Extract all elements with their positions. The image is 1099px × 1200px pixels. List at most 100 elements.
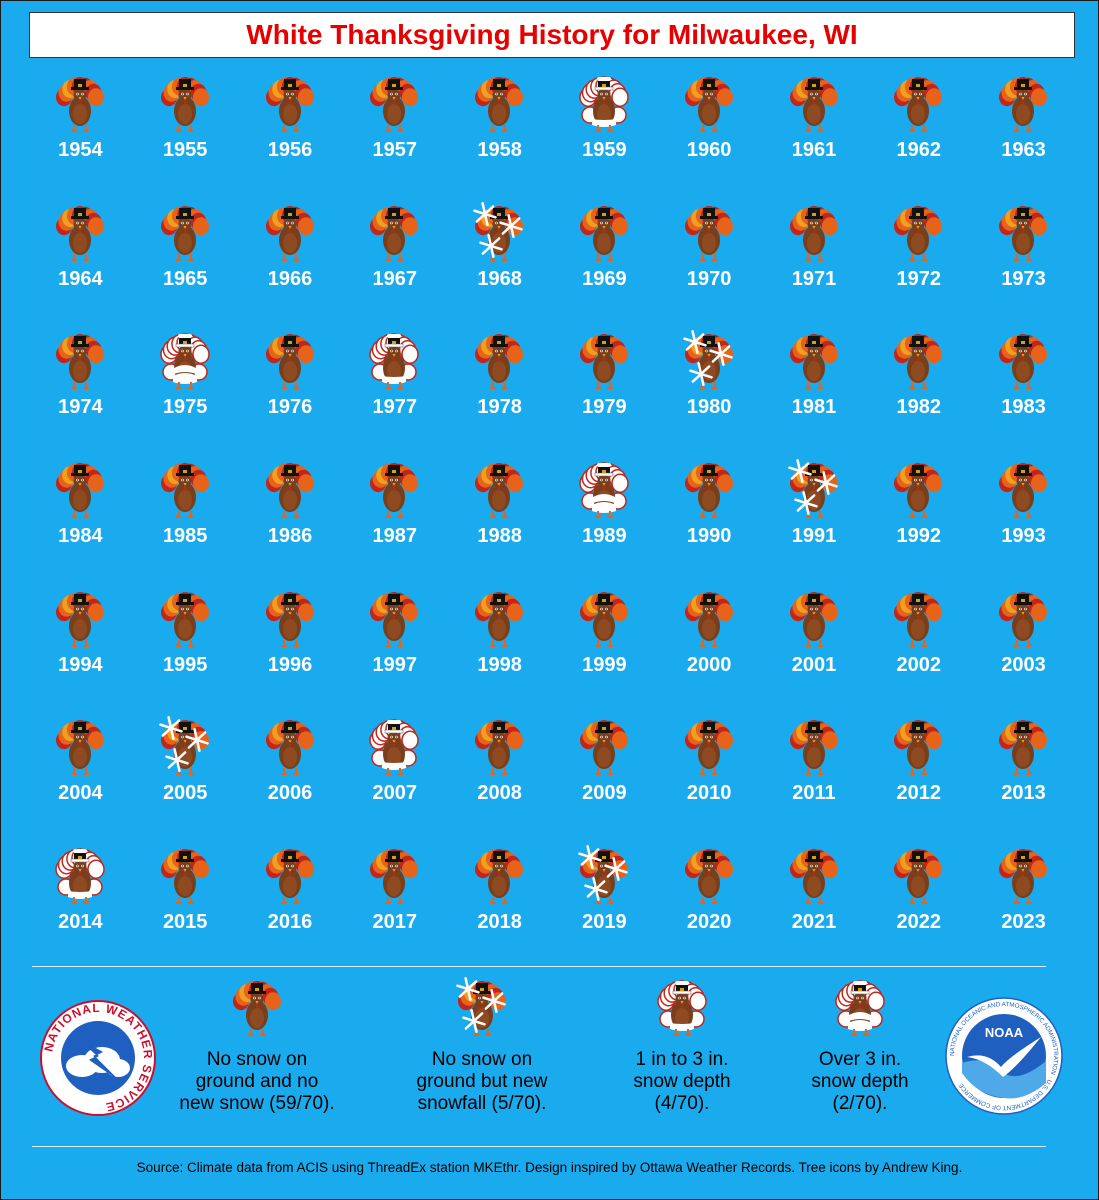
turkey-icon	[787, 459, 838, 519]
year-cell-1963: 1963	[971, 70, 1076, 199]
year-cell-2001: 2001	[762, 585, 867, 714]
year-label: 1983	[1001, 396, 1046, 419]
year-cell-1985: 1985	[133, 456, 238, 585]
year-cell-1990: 1990	[657, 456, 762, 585]
year-label: 2014	[58, 911, 103, 934]
turkey-icon	[370, 205, 419, 261]
turkey-icon	[999, 849, 1048, 905]
turkey-icon	[369, 719, 420, 776]
year-label: 1996	[267, 653, 313, 676]
turkey-icon	[159, 716, 209, 776]
year-label: 1991	[791, 525, 837, 548]
turkey-icon	[684, 591, 733, 647]
year-label: 1988	[477, 525, 522, 548]
legend-no-snow-line1: No snow on	[206, 1049, 308, 1070]
turkey-icon	[370, 591, 419, 647]
year-cell-1979: 1979	[552, 327, 657, 456]
legend-light-snow-line3: (4/70).	[654, 1093, 710, 1114]
turkey-icon	[894, 849, 943, 905]
legend-light-snow-turkey-icon	[657, 980, 707, 1036]
turkey-icon	[160, 77, 209, 132]
year-label: 1971	[791, 267, 837, 290]
legend-no-snow: No snow on ground and no new snow (59/70…	[152, 977, 362, 1115]
turkey-icon	[999, 205, 1048, 261]
turkey-icon	[789, 720, 838, 776]
year-label: 1968	[477, 267, 522, 290]
year-cell-1983: 1983	[971, 327, 1076, 456]
title-box: White Thanksgiving History for Milwaukee…	[29, 12, 1075, 58]
year-label: 2015	[162, 911, 208, 934]
year-label: 1995	[162, 653, 208, 676]
turkey-icon	[999, 591, 1048, 647]
year-label: 2018	[477, 911, 522, 934]
year-label: 2012	[896, 782, 942, 805]
year-cell-1975: 1975	[133, 327, 238, 456]
year-cell-1991: 1991	[762, 456, 867, 585]
turkey-icon	[56, 77, 104, 132]
turkey-icon	[475, 720, 524, 776]
turkey-icon	[370, 849, 419, 905]
turkey-icon	[56, 463, 104, 519]
noaa-logo: NOAA NATIONAL OCEANIC AND ATMOSPHERIC AD…	[945, 997, 1063, 1120]
year-label: 2010	[686, 782, 732, 805]
turkey-icon	[160, 591, 209, 647]
year-cell-1998: 1998	[447, 585, 552, 714]
year-cell-1999: 1999	[552, 585, 657, 714]
turkey-icon	[684, 77, 733, 132]
year-label: 2023	[1001, 911, 1046, 934]
year-label: 1967	[372, 267, 418, 290]
year-label: 2004	[58, 782, 103, 805]
year-cell-1968: 1968	[447, 199, 552, 328]
year-label: 1955	[162, 139, 208, 161]
year-label: 1982	[896, 396, 942, 419]
turkey-icon	[579, 205, 628, 261]
year-label: 2005	[162, 782, 208, 805]
turkey-icon	[894, 463, 943, 519]
year-label: 2009	[582, 782, 627, 805]
turkey-icon	[56, 720, 104, 776]
year-cell-2002: 2002	[866, 585, 971, 714]
noaa-logo-label: NOAA	[985, 1025, 1024, 1040]
year-cell-1965: 1965	[133, 199, 238, 328]
turkey-icon	[265, 463, 314, 519]
turkey-icon	[789, 334, 838, 390]
year-label: 1993	[1001, 525, 1046, 548]
turkey-icon	[683, 330, 733, 390]
turkey-icon	[475, 77, 524, 132]
year-label: 1976	[267, 396, 313, 419]
turkey-icon	[894, 205, 943, 261]
year-cell-1994: 1994	[28, 585, 133, 714]
year-cell-1962: 1962	[866, 70, 971, 199]
year-label: 2001	[791, 653, 837, 676]
year-label: 1994	[58, 653, 103, 676]
year-cell-2012: 2012	[866, 713, 971, 842]
year-cell-2009: 2009	[552, 713, 657, 842]
year-cell-1987: 1987	[342, 456, 447, 585]
year-label: 1997	[372, 653, 418, 676]
turkey-icon	[56, 334, 104, 390]
nws-logo: NATIONAL WEATHER SERVICE	[40, 1000, 156, 1121]
year-cell-1978: 1978	[447, 327, 552, 456]
year-cell-2020: 2020	[657, 842, 762, 971]
year-label: 2003	[1001, 653, 1046, 676]
year-cell-1960: 1960	[657, 70, 762, 199]
turkey-icon	[684, 463, 733, 519]
year-cell-1984: 1984	[28, 456, 133, 585]
year-label: 1979	[582, 396, 627, 419]
year-label: 1999	[582, 653, 627, 676]
turkey-icon	[999, 77, 1048, 132]
legend-no-snow-line3: new snow (59/70).	[179, 1093, 335, 1114]
turkey-icon	[475, 849, 524, 905]
turkey-icon	[999, 463, 1048, 519]
turkey-icon	[789, 591, 838, 647]
nws-logo-graphic: NATIONAL WEATHER SERVICE	[40, 1000, 156, 1116]
year-cell-2022: 2022	[866, 842, 971, 971]
turkey-icon	[579, 462, 629, 519]
turkey-icon	[475, 591, 524, 647]
turkey-icon	[475, 334, 524, 390]
legend-light-snow-line2: snow depth	[633, 1071, 731, 1092]
turkey-icon	[579, 76, 629, 132]
turkey-icon	[789, 205, 838, 261]
year-cell-2007: 2007	[342, 713, 447, 842]
year-cell-1980: 1980	[657, 327, 762, 456]
